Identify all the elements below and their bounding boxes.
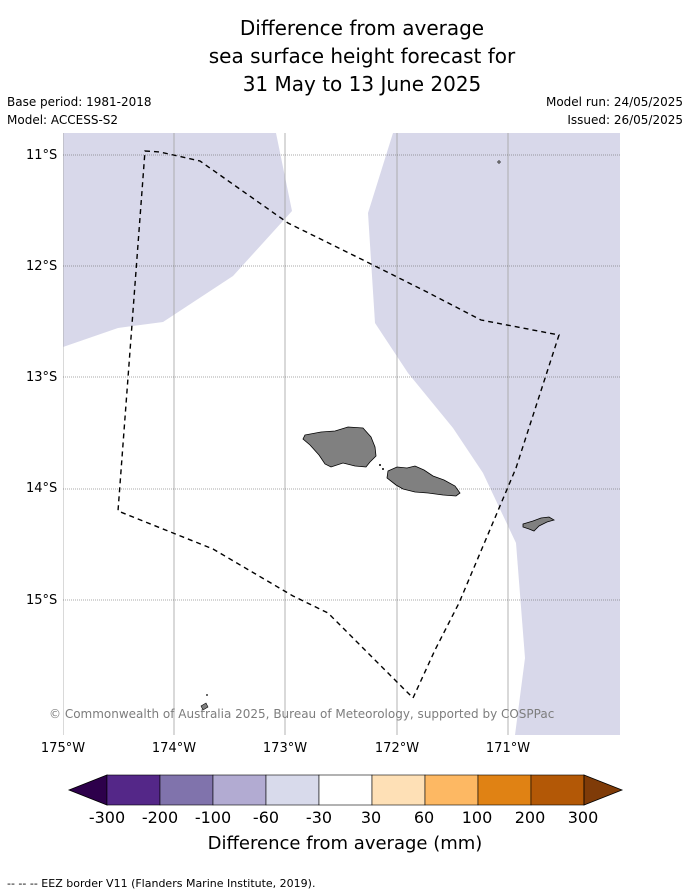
colorbar-segment <box>477 774 532 806</box>
base-period: Base period: 1981-2018 <box>7 95 152 109</box>
map-title: Difference from average sea surface heig… <box>0 14 690 98</box>
lon-label: 172°W <box>374 741 420 756</box>
copyright-notice: © Commonwealth of Australia 2025, Bureau… <box>49 707 555 721</box>
lat-label: 12°S <box>26 259 58 274</box>
colorbar-segment <box>424 774 479 806</box>
island-tutuila <box>522 516 555 532</box>
anomaly-region-east <box>368 133 620 735</box>
colorbar-segment <box>159 774 214 806</box>
colorbar-tick: 30 <box>360 808 382 827</box>
map-panel <box>63 133 620 735</box>
lat-label: 11°S <box>26 148 58 163</box>
lat-label: 13°S <box>26 370 58 385</box>
lon-label: 174°W <box>151 741 197 756</box>
title-line-3: 31 May to 13 June 2025 <box>242 72 482 96</box>
islet <box>379 464 381 466</box>
colorbar <box>67 774 624 806</box>
grid-meridians <box>63 133 509 735</box>
colorbar-segment <box>106 774 161 806</box>
grid-parallels <box>63 154 620 601</box>
title-line-2: sea surface height forecast for <box>208 44 516 68</box>
colorbar-tick: -60 <box>252 808 280 827</box>
colorbar-tick: -30 <box>305 808 333 827</box>
colorbar-tick: 200 <box>514 808 546 827</box>
islet <box>382 468 384 470</box>
colorbar-segment <box>530 774 585 806</box>
anomaly-region-northwest <box>63 133 292 347</box>
colorbar-extend-low <box>67 774 108 806</box>
colorbar-tick: 300 <box>567 808 599 827</box>
colorbar-segment <box>318 774 373 806</box>
lat-label: 14°S <box>26 481 58 496</box>
title-line-1: Difference from average <box>239 16 485 40</box>
lat-label: 15°S <box>26 593 58 608</box>
eez-footnote: -- -- -- EEZ border V11 (Flanders Marine… <box>7 877 316 890</box>
island-savaii <box>302 426 377 468</box>
eez-border <box>117 150 560 700</box>
colorbar-tick: -300 <box>88 808 126 827</box>
issued-date: Issued: 26/05/2025 <box>567 113 683 127</box>
colorbar-segment <box>371 774 426 806</box>
colorbar-tick: 60 <box>413 808 435 827</box>
colorbar-extend-high <box>583 774 624 806</box>
colorbar-tick: -200 <box>141 808 179 827</box>
colorbar-tick: 100 <box>461 808 493 827</box>
colorbar-segment <box>265 774 320 806</box>
island-upolu <box>386 465 461 497</box>
lon-label: 173°W <box>262 741 308 756</box>
model-name: Model: ACCESS-S2 <box>7 113 119 127</box>
colorbar-segment <box>212 774 267 806</box>
lon-label: 175°W <box>40 741 86 756</box>
lon-label: 171°W <box>485 741 531 756</box>
model-run: Model run: 24/05/2025 <box>545 95 683 109</box>
islet-north <box>497 160 501 164</box>
islet <box>206 694 208 696</box>
colorbar-tick: -100 <box>194 808 232 827</box>
colorbar-title: Difference from average (mm) <box>207 833 483 854</box>
islet-southwest <box>200 702 209 711</box>
